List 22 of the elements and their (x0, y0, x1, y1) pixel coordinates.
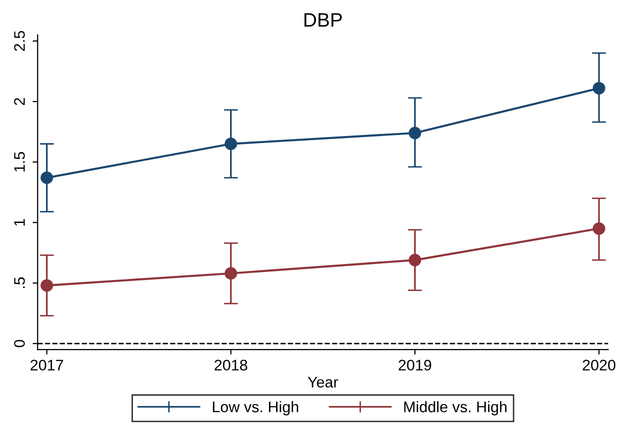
y-tick-label: .5 (14, 277, 25, 288)
point (40, 279, 54, 292)
y-tick-label: 1.5 (14, 152, 25, 172)
y-tick-label: 2 (14, 98, 25, 105)
point (408, 126, 422, 140)
x-tick-label: 2017 (30, 360, 64, 371)
chart-title: DBP (304, 13, 342, 27)
x-tick-label: 2018 (214, 360, 248, 371)
y-tick-label: 0 (14, 340, 25, 348)
x-axis-title: Year (308, 376, 338, 388)
point (224, 138, 238, 150)
point (592, 222, 606, 235)
y-tick-label: 2.5 (14, 31, 25, 51)
legend-label: Low vs. High (212, 401, 298, 416)
point (592, 82, 606, 94)
y-tick-label: 1 (14, 219, 25, 226)
point (40, 172, 54, 184)
x-tick-label: 2020 (582, 360, 616, 371)
legend-label: Middle vs. High (404, 401, 506, 416)
point (408, 254, 422, 266)
x-tick-label: 2019 (398, 360, 432, 371)
point (224, 267, 238, 280)
